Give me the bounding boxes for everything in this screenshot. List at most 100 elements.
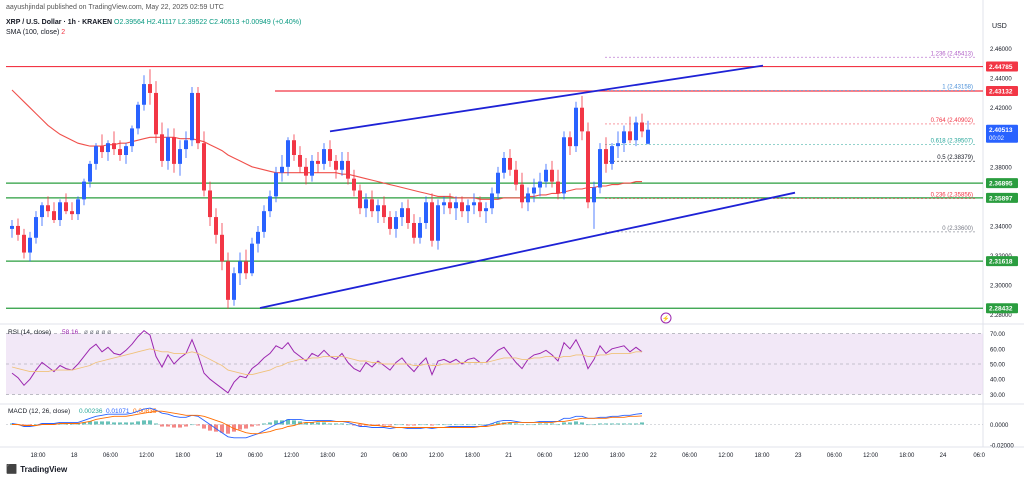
candle-body [196, 92, 200, 144]
candle-body [124, 146, 128, 156]
candle [610, 143, 614, 170]
candle-body [256, 231, 260, 244]
candle-body [556, 181, 560, 194]
price-label-box [986, 124, 1018, 143]
candle [274, 166, 278, 203]
macd-histogram-bar [184, 424, 188, 427]
price-label-tag: 2.40513 00:02 [986, 124, 1018, 143]
candle [364, 193, 368, 218]
candle [586, 122, 590, 209]
macd-histogram-bar [106, 421, 110, 425]
candle-body [394, 217, 398, 229]
candle-body [616, 143, 620, 147]
candle [640, 113, 644, 138]
candle [82, 178, 86, 206]
rsi-value: 58.16 [62, 329, 79, 336]
macd-histogram-bar [238, 424, 242, 430]
candle [124, 143, 128, 164]
replay-icon-glyph: ⚡ [662, 315, 669, 323]
macd-histogram-bar [598, 423, 602, 425]
macd-signal-line [12, 410, 643, 435]
candle [130, 125, 134, 153]
candle-body [508, 157, 512, 170]
rsi-line [11, 329, 643, 394]
candle [430, 193, 434, 247]
symbol-legend[interactable]: XRP / U.S. Dollar · 1h · KRAKEN O2.39564… [6, 19, 301, 26]
macd-histogram-bar [574, 421, 578, 425]
candle-body [352, 178, 356, 191]
channel-support-trendline [259, 191, 796, 309]
candle [406, 199, 410, 229]
macd-histogram-bar [334, 423, 338, 425]
candle-body [64, 202, 68, 212]
candle-body [412, 222, 416, 238]
macd-histogram-bar [268, 422, 272, 425]
macd-histogram-bar [70, 423, 74, 425]
candle-body [136, 104, 140, 129]
candle-body [484, 208, 488, 212]
price-label-text: 2.35897 [989, 195, 1013, 202]
rsi-axis-tick: 70.00 [990, 332, 1006, 338]
time-axis-tick: 22 [650, 453, 657, 459]
time-axis-tick: 18:00 [899, 453, 915, 459]
macd-histogram-bar [580, 422, 584, 425]
macd-histogram-bar [592, 424, 596, 426]
macd-histogram-bar [292, 420, 296, 425]
macd-histogram-bar [346, 424, 350, 426]
time-axis-tick: 18 [71, 453, 78, 459]
macd-histogram-bar [154, 423, 158, 425]
candle [196, 87, 200, 150]
candle-body [310, 160, 314, 176]
macd-histogram-bar [52, 423, 56, 425]
time-axis-tick: 18:00 [175, 453, 191, 459]
tradingview-logo-icon: ⬛ [6, 464, 18, 474]
candle [238, 252, 242, 286]
candle [550, 160, 554, 188]
time-axis-tick: 06:00 [248, 453, 264, 459]
candle [262, 205, 266, 238]
time-axis-tick: 24 [940, 453, 947, 459]
sma-legend[interactable]: SMA (100, close) 2 [6, 29, 65, 36]
candle [646, 120, 650, 145]
candle [562, 131, 566, 200]
brand-name: TradingView [20, 465, 68, 474]
candle-body [208, 190, 212, 218]
macd-histogram-bar [394, 424, 398, 426]
candle-body [340, 160, 344, 170]
rsi-axis-tick: 40.00 [990, 378, 1006, 384]
candle-body [274, 172, 278, 197]
price-label-box [986, 61, 1018, 72]
candle-body [478, 202, 482, 212]
macd-histogram-bar [478, 424, 482, 426]
price-label-tag: 2.31618 [986, 256, 1018, 267]
macd-histogram-bar [514, 423, 518, 425]
candle-body [184, 140, 188, 150]
candle-body [238, 261, 242, 274]
candle-body [562, 137, 566, 194]
candle [118, 140, 122, 161]
candle [460, 196, 464, 218]
candle-body [502, 157, 506, 173]
candle [142, 75, 146, 111]
macd-histogram-bar [316, 422, 320, 425]
price-label-text: 2.40513 [989, 127, 1013, 134]
candle [616, 131, 620, 158]
macd-histogram-bar [460, 424, 464, 426]
candle [442, 196, 446, 215]
macd-histogram-bar [544, 423, 548, 425]
time-axis-tick: 21 [505, 453, 512, 459]
macd-histogram-bar [568, 422, 572, 425]
candle-body [148, 84, 152, 93]
candle [64, 193, 68, 215]
price-label-countdown: 00:02 [989, 136, 1005, 142]
candle [328, 140, 332, 167]
candle [28, 231, 32, 262]
price-label-tag: 2.35897 [986, 192, 1018, 203]
macd-histogram-bar [370, 424, 374, 426]
candle [202, 131, 206, 197]
fib-level-label: 0.236 (2.35856) [931, 193, 973, 199]
candle [502, 152, 506, 179]
time-axis-tick: 18:00 [610, 453, 626, 459]
macd-histogram-bar [190, 424, 194, 426]
